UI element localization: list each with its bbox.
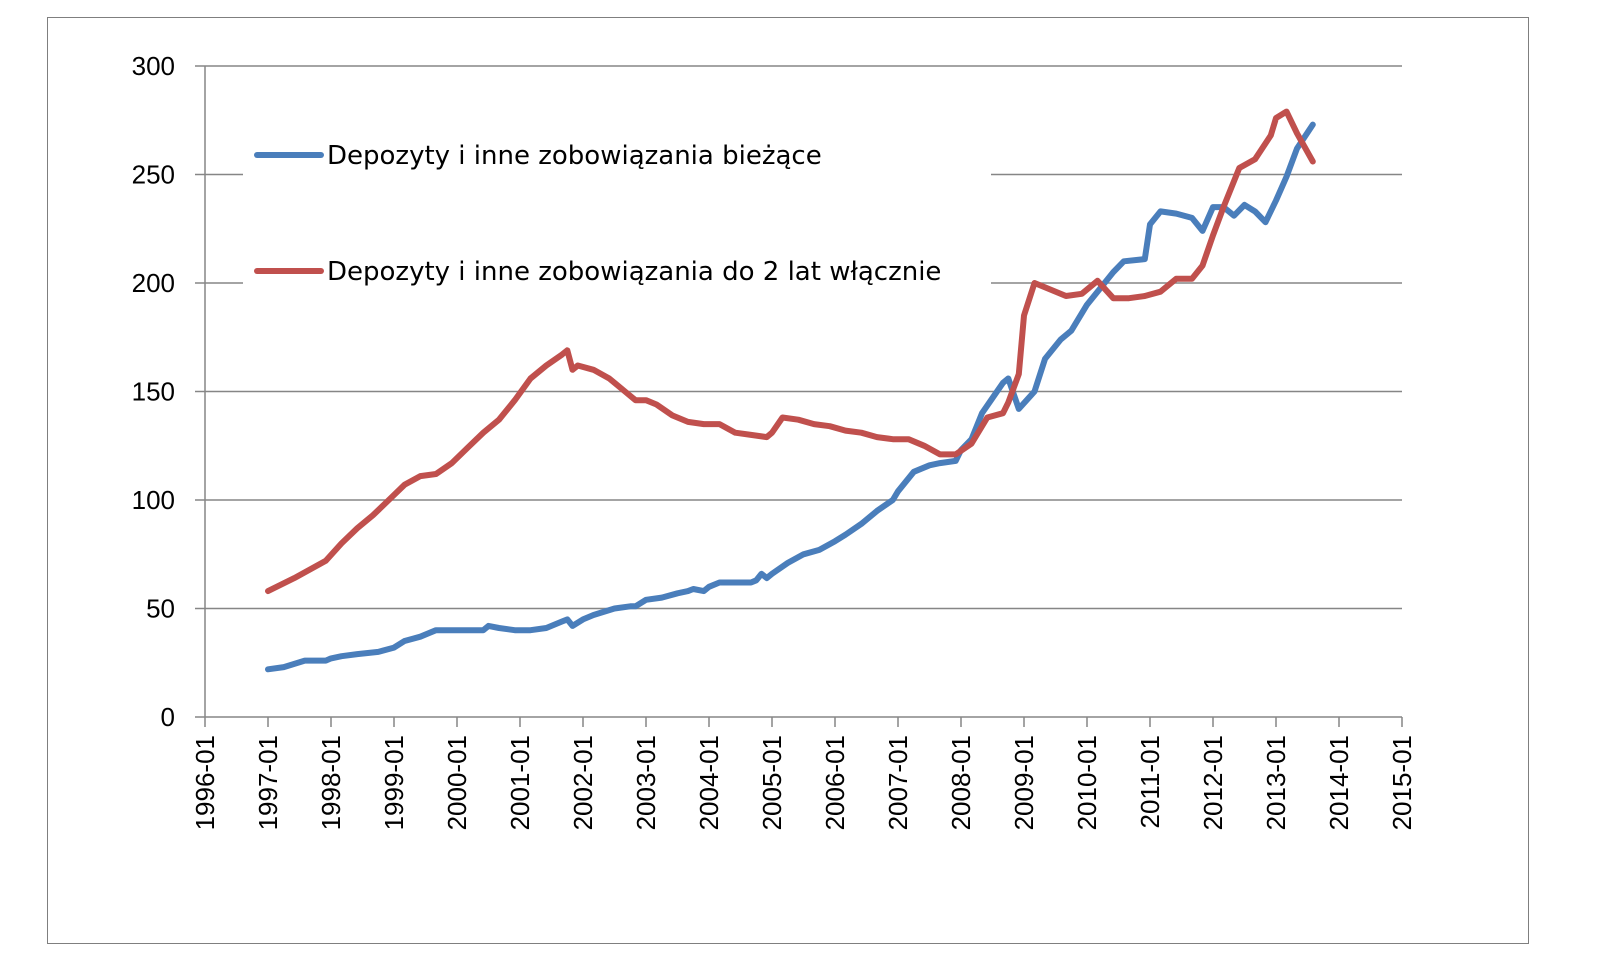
y-tick-labels: 0 50 100 150 200 250 300: [132, 51, 175, 732]
x-tick-label: 2011-01: [1135, 735, 1165, 829]
x-tick-labels: 1996-01 1997-01 1998-01 1999-01 2000-01 2001-…: [190, 735, 1417, 830]
x-tick-label: 1998-01: [316, 735, 346, 830]
legend-label-deposits-2y: Depozyty i inne zobowiązania do 2 lat wł…: [327, 257, 941, 287]
legend-background: [243, 128, 991, 298]
x-tick-label: 2015-01: [1387, 735, 1417, 830]
x-tick-label: 2007-01: [883, 735, 913, 830]
y-tick-label: 250: [132, 160, 175, 190]
legend-label-current-deposits: Depozyty i inne zobowiązania bieżące: [327, 141, 822, 171]
x-tick-label: 2000-01: [442, 735, 472, 830]
x-tick-label: 2002-01: [568, 735, 598, 830]
x-tick-label: 2006-01: [820, 735, 850, 830]
axes: [195, 65, 1403, 727]
legend: Depozyty i inne zobowiązania bieżące Dep…: [243, 128, 991, 298]
series-lines: [265, 108, 1316, 673]
x-tick-label: 2012-01: [1198, 735, 1228, 830]
series-line-deposits-2y: [265, 108, 1316, 595]
y-tick-label: 100: [132, 485, 175, 515]
x-tick-label: 2013-01: [1261, 735, 1291, 830]
y-tick-label: 200: [132, 268, 175, 298]
x-tick-label: 2005-01: [757, 735, 787, 830]
x-tick-label: 2009-01: [1009, 735, 1039, 830]
x-tick-label: 1996-01: [190, 735, 220, 830]
y-tick-label: 150: [132, 377, 175, 407]
y-tick-label: 50: [146, 594, 175, 624]
x-tick-label: 1999-01: [379, 735, 409, 830]
x-tick-label: 2001-01: [505, 735, 535, 830]
x-tick-label: 2003-01: [631, 735, 661, 830]
y-tick-label: 0: [161, 702, 175, 732]
x-tick-label: 2008-01: [946, 735, 976, 830]
x-tick-label: 2004-01: [694, 735, 724, 830]
x-tick-label: 2010-01: [1072, 735, 1102, 830]
x-tick-label: 2014-01: [1324, 735, 1354, 830]
y-tick-label: 300: [132, 51, 175, 81]
x-tick-label: 1997-01: [253, 735, 283, 830]
series-line-current-deposits: [265, 121, 1316, 673]
